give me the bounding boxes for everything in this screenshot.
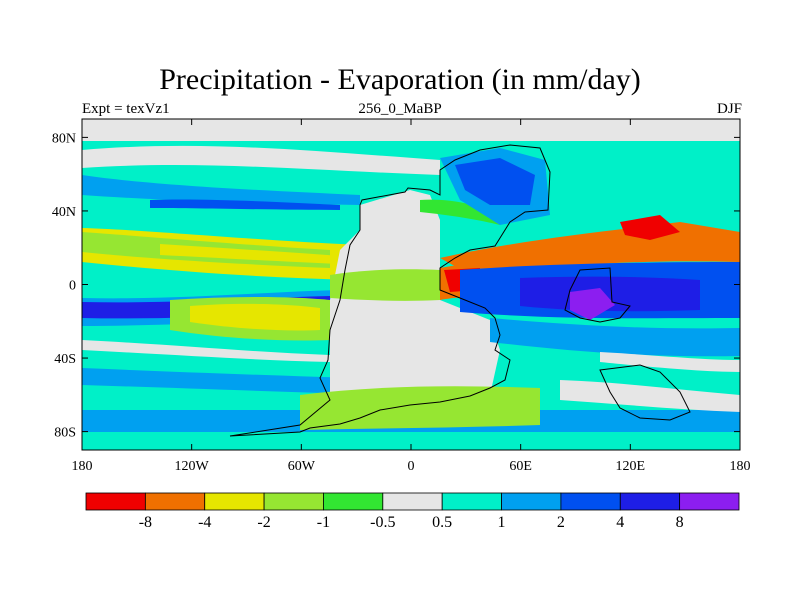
field-band [82, 175, 360, 205]
field-band [520, 276, 700, 312]
colorbar-label: -4 [198, 514, 211, 531]
field-band [82, 340, 330, 362]
field-band [300, 386, 540, 430]
colorbar-swatch [204, 492, 265, 511]
colorbar-label: -2 [257, 514, 270, 531]
field-band [330, 269, 440, 301]
field-band [160, 244, 340, 264]
colorbar-swatch [263, 492, 324, 511]
lon-tick-label: 120E [616, 459, 646, 474]
lon-tick-label: 0 [408, 459, 415, 474]
colorbar-swatch [144, 492, 206, 511]
colorbar-label: -0.5 [370, 514, 395, 531]
colorbar-swatch [323, 492, 384, 511]
lat-axis: 80N 40N 0 40S 80S [52, 131, 740, 441]
colorbar-label: -8 [139, 514, 152, 531]
lat-tick-label: 40S [54, 352, 76, 367]
experiment-label: Expt = texVz1 [82, 101, 170, 117]
lat-tick-label: 80S [54, 426, 76, 441]
continent-outline [564, 267, 631, 323]
colorbar-label: 8 [676, 514, 684, 531]
colorbar-label: 0.5 [432, 514, 452, 531]
field-band [490, 318, 740, 357]
lon-axis: 180 120W 60W 0 60E 120E 180 [72, 119, 751, 474]
field-band [570, 288, 615, 320]
colorbar-swatch [501, 492, 562, 511]
lon-tick-label: 60E [509, 459, 532, 474]
lon-tick-label: 60W [288, 459, 316, 474]
lat-tick-label: 80N [52, 131, 76, 146]
colorbar-label: 4 [616, 514, 624, 531]
colorbar-swatch [619, 492, 681, 511]
colorbar-label: 2 [557, 514, 565, 531]
field-band [600, 352, 740, 372]
colorbar-swatch [679, 492, 740, 511]
time-label: 256_0_MaBP [358, 101, 442, 117]
map-field [82, 119, 740, 450]
field-band [620, 215, 680, 240]
colorbar-label: -1 [317, 514, 330, 531]
continent-outline [229, 144, 551, 437]
field-band [420, 199, 500, 225]
field-band [150, 199, 340, 210]
field-band [82, 432, 740, 450]
colorbar-swatch [560, 492, 621, 511]
colorbar-swatch [441, 492, 502, 511]
field-band [190, 303, 320, 331]
season-label: DJF [716, 101, 742, 117]
field-band [455, 158, 535, 205]
lon-tick-label: 120W [175, 459, 210, 474]
colorbar-swatch [382, 492, 443, 511]
field-band [82, 119, 740, 141]
continent-outline [599, 364, 691, 421]
field-band [560, 380, 740, 412]
lat-tick-label: 0 [69, 279, 76, 294]
field-band [82, 145, 440, 175]
colorbar-swatch [85, 492, 146, 511]
plot-title: Precipitation - Evaporation (in mm/day) [159, 63, 641, 96]
lon-tick-label: 180 [72, 459, 93, 474]
lon-tick-label: 180 [730, 459, 751, 474]
colorbar-label: 1 [498, 514, 506, 531]
colorbar: -8 -4 -2 -1 -0.5 0.5 1 2 4 8 [85, 492, 740, 531]
lat-tick-label: 40N [52, 205, 76, 220]
